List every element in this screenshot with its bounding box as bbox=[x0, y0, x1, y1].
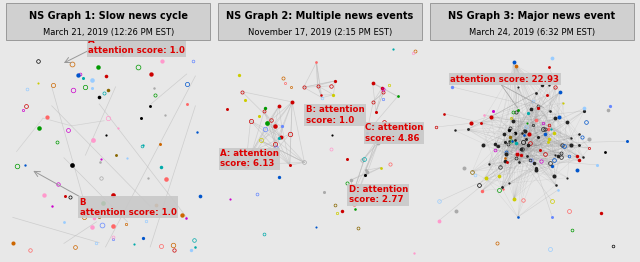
Text: November 17, 2019 (2:15 PM EST): November 17, 2019 (2:15 PM EST) bbox=[248, 28, 392, 37]
Text: D: attention
score: 2.77: D: attention score: 2.77 bbox=[349, 185, 408, 204]
Text: NS Graph 2: Multiple news events: NS Graph 2: Multiple news events bbox=[227, 11, 413, 21]
FancyBboxPatch shape bbox=[6, 3, 210, 40]
Text: A: attention
score: 6.13: A: attention score: 6.13 bbox=[220, 149, 279, 168]
Text: C: attention
score: 4.86: C: attention score: 4.86 bbox=[365, 123, 423, 143]
Text: A
attention score: 1.0: A attention score: 1.0 bbox=[88, 36, 185, 55]
Text: March 24, 2019 (6:32 PM EST): March 24, 2019 (6:32 PM EST) bbox=[468, 28, 595, 37]
Text: B
attention score: 1.0: B attention score: 1.0 bbox=[80, 198, 177, 217]
FancyBboxPatch shape bbox=[430, 3, 634, 40]
Text: B: attention
score: 1.0: B: attention score: 1.0 bbox=[306, 105, 364, 125]
FancyBboxPatch shape bbox=[218, 3, 422, 40]
Text: NS Graph 1: Slow news cycle: NS Graph 1: Slow news cycle bbox=[29, 11, 188, 21]
Text: March 21, 2019 (12:26 PM EST): March 21, 2019 (12:26 PM EST) bbox=[43, 28, 174, 37]
Text: attention score: 22.93: attention score: 22.93 bbox=[451, 74, 559, 84]
Text: NS Graph 3: Major news event: NS Graph 3: Major news event bbox=[448, 11, 615, 21]
